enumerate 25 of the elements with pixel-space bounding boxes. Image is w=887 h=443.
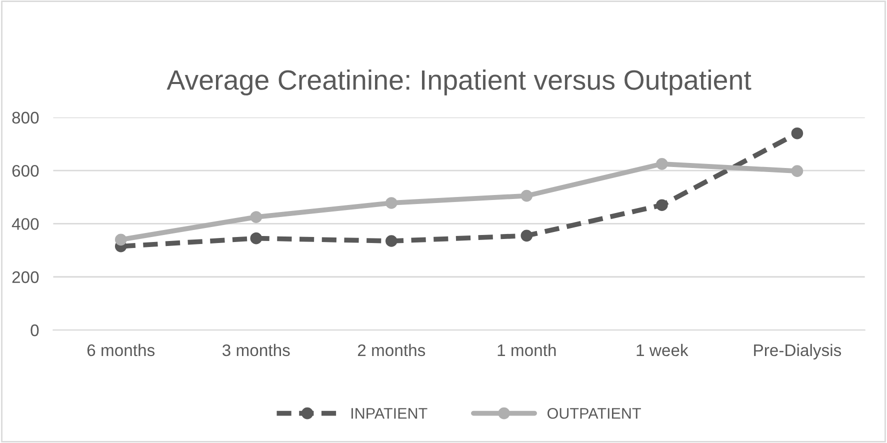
- y-tick-label: 600: [12, 164, 39, 177]
- x-tick-label: 1 week: [636, 344, 688, 356]
- y-tick-label: 0: [30, 324, 39, 336]
- x-tick-label: 6 months: [87, 344, 155, 356]
- point: [791, 127, 804, 140]
- legend-label: INPATIENT: [351, 408, 428, 419]
- point: [385, 197, 398, 209]
- x-tick-label: 3 months: [222, 344, 290, 356]
- point: [656, 158, 668, 170]
- point: [656, 199, 668, 212]
- x-tick-label: 1 month: [498, 344, 556, 356]
- point: [385, 235, 398, 247]
- point: [114, 234, 127, 246]
- x-tick-label: 2 months: [358, 344, 426, 356]
- point: [250, 232, 262, 244]
- point: [250, 211, 262, 223]
- y-tick-label: 200: [12, 271, 39, 284]
- x-tick-label: Pre-Dialysis: [754, 344, 842, 360]
- point: [520, 190, 533, 202]
- y-tick-label: 800: [12, 112, 39, 124]
- chart-title: Average Creatinine: Inpatient versus Outpatient: [166, 69, 752, 96]
- point: [791, 165, 804, 177]
- point: [520, 230, 533, 242]
- legend-label: OUTPATIENT: [548, 408, 641, 419]
- y-tick-label: 400: [12, 218, 39, 230]
